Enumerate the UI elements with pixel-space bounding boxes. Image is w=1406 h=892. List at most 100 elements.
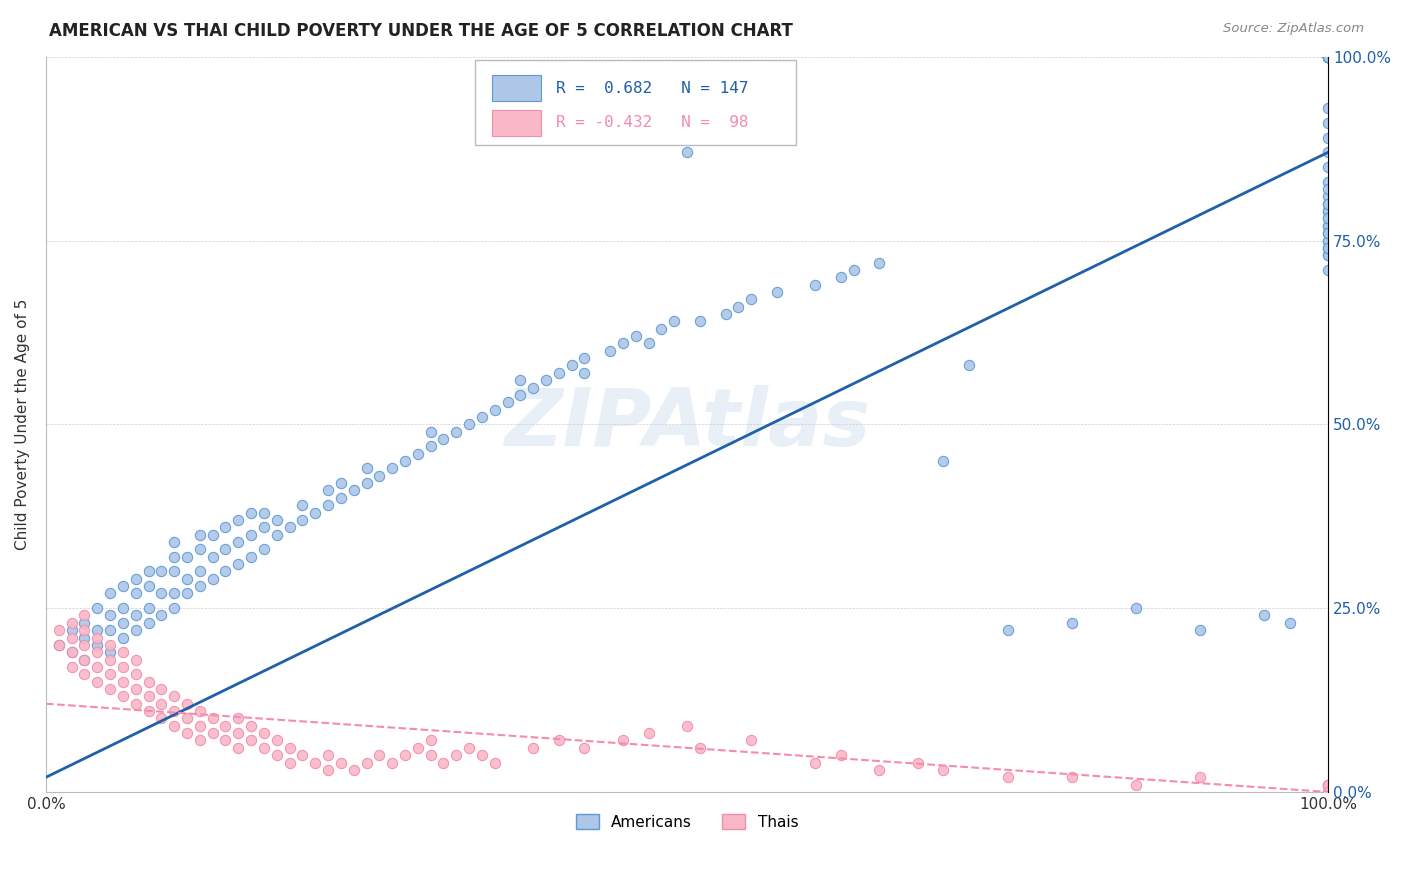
Point	[98, 645, 121, 659]
Point	[48, 638, 70, 652]
Point	[214, 520, 236, 534]
Text: ZIPAtlas: ZIPAtlas	[503, 385, 870, 463]
Point	[1317, 50, 1340, 64]
Point	[1317, 182, 1340, 196]
Point	[60, 645, 83, 659]
Point	[1317, 50, 1340, 64]
Point	[599, 343, 621, 358]
Point	[266, 527, 288, 541]
Point	[266, 748, 288, 763]
Point	[73, 667, 96, 681]
Point	[73, 608, 96, 623]
Point	[1317, 50, 1340, 64]
Point	[343, 763, 366, 777]
Point	[1060, 615, 1083, 630]
FancyBboxPatch shape	[492, 110, 541, 136]
Point	[48, 638, 70, 652]
Point	[446, 425, 468, 439]
Point	[637, 726, 659, 740]
Point	[547, 366, 569, 380]
Point	[419, 733, 441, 747]
Point	[111, 690, 134, 704]
Point	[446, 748, 468, 763]
Point	[304, 756, 326, 770]
Point	[368, 468, 391, 483]
Point	[1317, 50, 1340, 64]
Point	[176, 572, 198, 586]
Point	[1317, 196, 1340, 211]
Point	[740, 733, 762, 747]
Point	[1317, 234, 1340, 248]
Point	[406, 447, 429, 461]
Point	[381, 756, 404, 770]
Point	[637, 336, 659, 351]
Point	[561, 359, 583, 373]
Point	[329, 756, 352, 770]
Point	[125, 681, 148, 696]
Point	[73, 638, 96, 652]
Point	[612, 336, 634, 351]
Point	[60, 631, 83, 645]
Point	[676, 145, 699, 160]
Point	[1317, 50, 1340, 64]
Point	[381, 461, 404, 475]
Point	[329, 491, 352, 505]
Point	[432, 756, 454, 770]
Point	[291, 513, 314, 527]
Point	[1125, 778, 1147, 792]
Point	[356, 476, 378, 491]
Point	[484, 402, 506, 417]
Point	[574, 740, 596, 755]
Point	[868, 255, 890, 269]
Point	[176, 711, 198, 725]
Point	[138, 690, 160, 704]
Point	[111, 645, 134, 659]
Point	[226, 726, 249, 740]
Point	[111, 601, 134, 615]
Point	[98, 608, 121, 623]
Point	[1317, 145, 1340, 160]
Point	[1317, 226, 1340, 240]
Point	[201, 527, 224, 541]
Point	[125, 624, 148, 638]
Point	[509, 388, 531, 402]
Point	[1317, 50, 1340, 64]
Point	[278, 520, 301, 534]
Point	[316, 483, 339, 498]
Point	[111, 631, 134, 645]
Point	[1317, 241, 1340, 255]
Point	[240, 506, 263, 520]
Point	[1317, 50, 1340, 64]
Point	[201, 572, 224, 586]
Point	[842, 263, 865, 277]
Point	[226, 535, 249, 549]
Point	[406, 740, 429, 755]
Point	[150, 608, 173, 623]
Point	[138, 615, 160, 630]
Point	[1317, 241, 1340, 255]
Point	[1317, 778, 1340, 792]
Point	[226, 557, 249, 571]
Point	[214, 719, 236, 733]
Point	[188, 733, 211, 747]
Point	[522, 740, 544, 755]
Point	[98, 652, 121, 666]
Point	[932, 763, 955, 777]
Point	[1317, 226, 1340, 240]
Point	[574, 366, 596, 380]
Point	[419, 748, 441, 763]
Point	[138, 674, 160, 689]
Point	[664, 314, 686, 328]
Point	[138, 565, 160, 579]
Point	[316, 748, 339, 763]
Point	[188, 542, 211, 557]
Point	[226, 711, 249, 725]
Point	[727, 300, 749, 314]
Point	[163, 704, 186, 718]
Point	[188, 704, 211, 718]
Point	[1317, 204, 1340, 219]
Point	[1188, 624, 1211, 638]
Point	[111, 615, 134, 630]
Point	[932, 454, 955, 468]
Point	[1278, 615, 1301, 630]
